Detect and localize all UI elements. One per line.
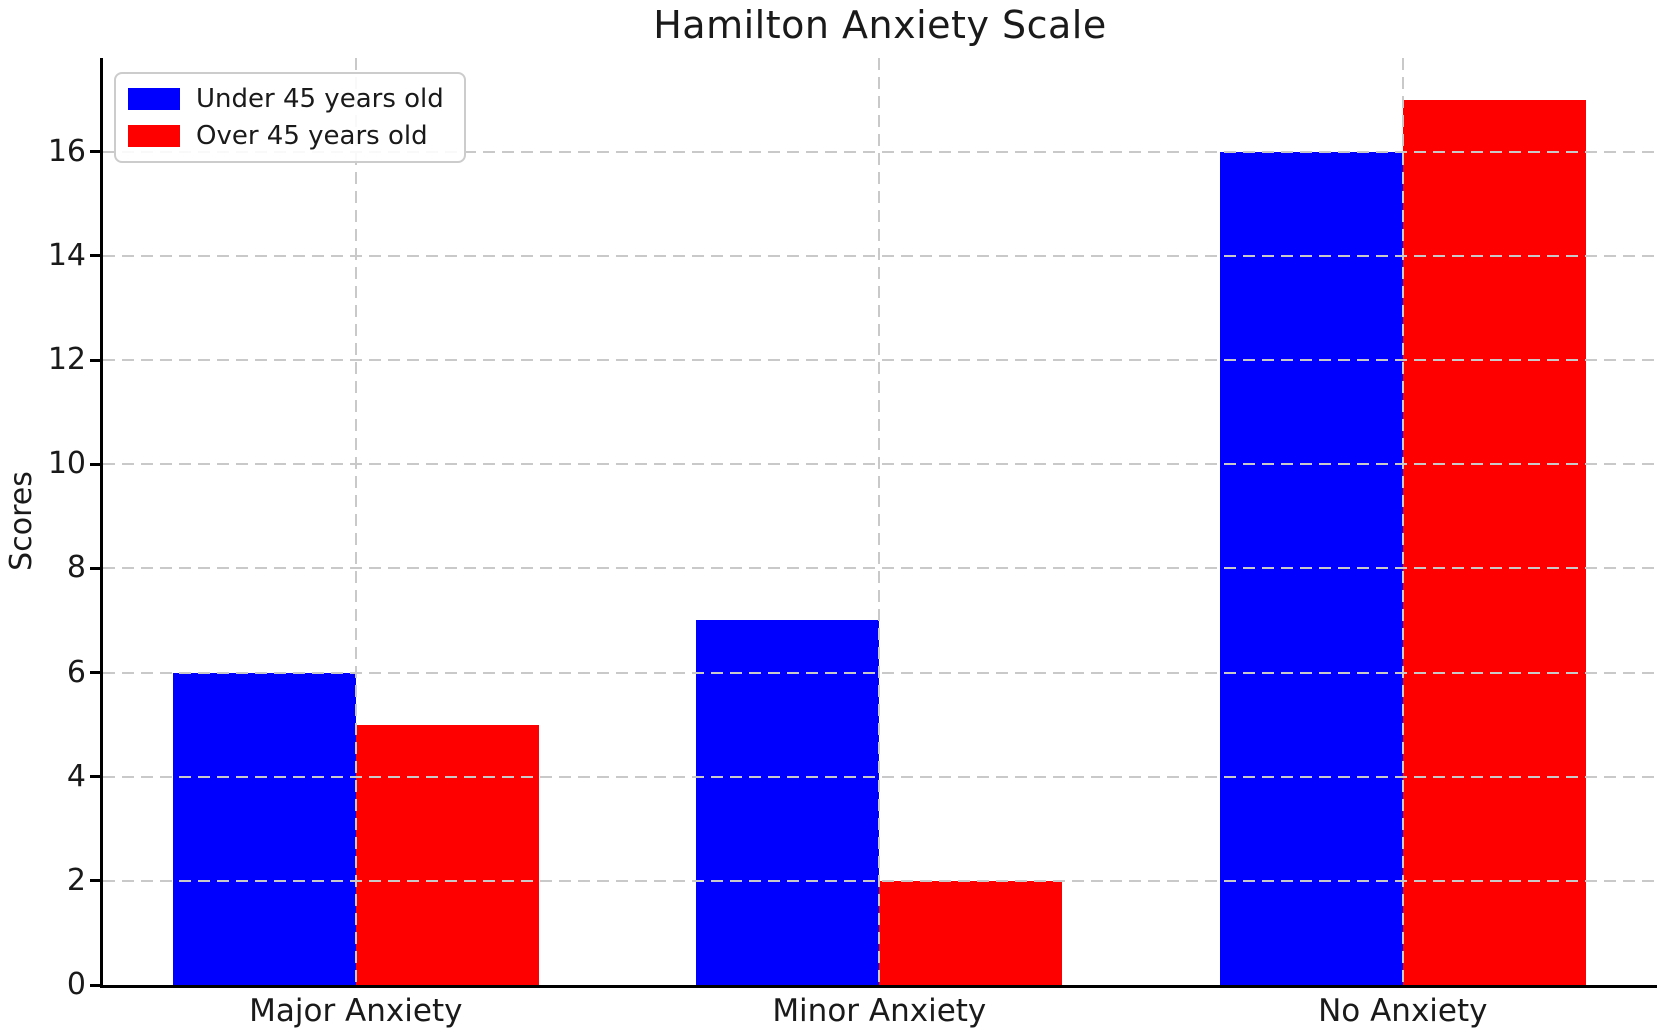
- y-tick-mark-12: [90, 358, 100, 362]
- x-tick-label-minor-anxiety: Minor Anxiety: [772, 993, 987, 1029]
- chart-title: Hamilton Anxiety Scale: [653, 3, 1107, 47]
- bar-over-45-years-old-minor-anxiety: [879, 881, 1063, 985]
- legend-swatch-under-45: [128, 88, 180, 110]
- y-tick-mark-6: [90, 671, 100, 675]
- bar-under-45-years-old-minor-anxiety: [696, 620, 880, 985]
- x-tick-label-no-anxiety: No Anxiety: [1318, 993, 1488, 1029]
- y-tick-label-6: 6: [66, 654, 86, 690]
- y-tick-label-0: 0: [66, 967, 86, 1002]
- y-tick-label-2: 2: [66, 862, 86, 898]
- gridline-x-major-anxiety: [354, 58, 357, 985]
- legend-item-under-45: Under 45 years old: [128, 82, 444, 116]
- y-tick-mark-8: [90, 566, 100, 570]
- y-tick-mark-4: [90, 775, 100, 779]
- legend-item-over-45: Over 45 years old: [128, 119, 444, 153]
- legend: Under 45 years old Over 45 years old: [114, 72, 466, 163]
- y-tick-mark-14: [90, 254, 100, 258]
- y-tick-mark-16: [90, 150, 100, 154]
- gridline-x-no-anxiety: [1401, 58, 1404, 985]
- y-tick-label-16: 16: [47, 133, 86, 169]
- y-tick-label-10: 10: [47, 446, 86, 482]
- y-tick-mark-0: [90, 983, 100, 987]
- bar-over-45-years-old-major-anxiety: [355, 725, 539, 985]
- plot-area: [100, 58, 1657, 988]
- y-tick-mark-2: [90, 879, 100, 883]
- x-axis-spine: [100, 985, 1657, 988]
- legend-label-under-45: Under 45 years old: [196, 84, 444, 114]
- y-tick-label-14: 14: [47, 237, 86, 273]
- legend-swatch-over-45: [128, 125, 180, 147]
- y-tick-label-12: 12: [47, 342, 86, 378]
- legend-label-over-45: Over 45 years old: [196, 121, 428, 151]
- gridline-x-minor-anxiety: [878, 58, 881, 985]
- x-tick-label-major-anxiety: Major Anxiety: [249, 993, 463, 1029]
- y-tick-label-8: 8: [66, 550, 86, 586]
- bar-under-45-years-old-major-anxiety: [172, 673, 356, 985]
- bar-over-45-years-old-no-anxiety: [1402, 100, 1586, 985]
- y-tick-mark-10: [90, 462, 100, 466]
- y-axis-spine: [100, 58, 103, 988]
- y-tick-label-4: 4: [66, 758, 86, 794]
